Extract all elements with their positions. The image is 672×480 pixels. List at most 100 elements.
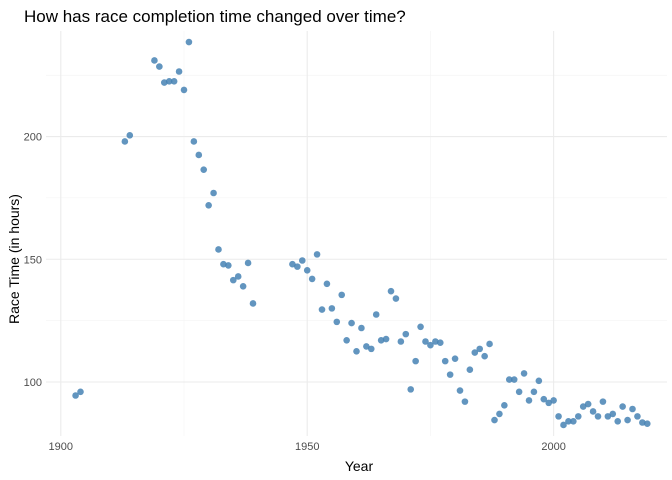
data-point bbox=[412, 357, 419, 365]
data-point bbox=[205, 201, 212, 209]
data-point bbox=[195, 151, 203, 159]
data-point bbox=[619, 403, 626, 410]
data-point bbox=[560, 421, 567, 429]
y-tick-label: 200 bbox=[24, 132, 42, 144]
data-point bbox=[294, 263, 301, 270]
data-point bbox=[422, 338, 429, 345]
data-point bbox=[318, 306, 326, 313]
x-axis-title: Year bbox=[345, 458, 374, 474]
data-point bbox=[308, 275, 316, 283]
data-point bbox=[353, 348, 360, 355]
data-point bbox=[614, 417, 622, 425]
data-point bbox=[77, 388, 84, 396]
data-point bbox=[639, 419, 646, 426]
data-points bbox=[72, 38, 651, 429]
data-point bbox=[229, 276, 237, 284]
data-point bbox=[427, 341, 434, 349]
data-point bbox=[436, 339, 444, 347]
data-point bbox=[456, 387, 464, 394]
data-point bbox=[505, 376, 513, 383]
data-point bbox=[170, 78, 178, 85]
x-tick-label: 1950 bbox=[295, 441, 319, 453]
data-point bbox=[609, 410, 617, 418]
data-point bbox=[466, 366, 474, 374]
data-point bbox=[392, 295, 400, 302]
data-point bbox=[200, 166, 208, 173]
data-point bbox=[234, 273, 242, 280]
data-point bbox=[220, 260, 227, 268]
data-point bbox=[417, 323, 424, 331]
data-point bbox=[579, 403, 587, 410]
y-tick-label: 100 bbox=[24, 377, 42, 389]
data-point bbox=[555, 413, 562, 420]
data-point bbox=[72, 392, 79, 399]
data-point bbox=[446, 371, 454, 378]
data-point bbox=[510, 376, 518, 383]
data-point bbox=[535, 377, 543, 385]
data-point bbox=[313, 251, 321, 258]
data-point bbox=[333, 318, 341, 326]
data-point bbox=[545, 399, 553, 407]
data-point bbox=[382, 335, 390, 343]
data-point bbox=[520, 370, 528, 377]
data-point bbox=[496, 410, 503, 418]
data-point bbox=[530, 388, 538, 396]
data-point bbox=[471, 349, 479, 356]
data-point bbox=[402, 330, 410, 338]
data-point bbox=[372, 311, 380, 318]
data-point bbox=[298, 257, 306, 264]
data-point bbox=[540, 395, 548, 403]
data-point bbox=[451, 355, 459, 362]
data-point bbox=[629, 405, 636, 413]
data-point bbox=[225, 262, 232, 269]
data-point bbox=[481, 352, 488, 360]
data-point bbox=[570, 417, 577, 425]
data-point bbox=[190, 138, 198, 145]
data-point bbox=[624, 416, 631, 424]
y-axis-title: Race Time (in hours) bbox=[6, 194, 22, 324]
x-tick-label: 1900 bbox=[49, 441, 73, 453]
data-point bbox=[156, 63, 163, 70]
data-point bbox=[525, 397, 533, 404]
data-point bbox=[165, 78, 173, 85]
data-point bbox=[432, 338, 439, 345]
data-point bbox=[338, 291, 346, 299]
x-tick-label: 2000 bbox=[541, 441, 565, 453]
grid bbox=[46, 31, 667, 436]
data-point bbox=[210, 189, 217, 197]
data-point bbox=[343, 336, 350, 344]
data-point bbox=[126, 132, 134, 139]
data-point bbox=[348, 319, 355, 327]
chart-title: How has race completion time changed ove… bbox=[24, 7, 406, 26]
data-point bbox=[160, 79, 168, 86]
data-point bbox=[565, 417, 572, 425]
x-axis-ticks: 1900 1950 2000 bbox=[49, 441, 566, 453]
data-point bbox=[363, 343, 370, 350]
data-point bbox=[486, 340, 493, 348]
data-point bbox=[594, 413, 602, 420]
data-point bbox=[589, 408, 597, 415]
data-point bbox=[461, 398, 469, 405]
data-point bbox=[491, 416, 498, 424]
data-point bbox=[377, 336, 385, 344]
data-point bbox=[574, 413, 582, 420]
data-point bbox=[407, 386, 415, 393]
y-axis-ticks: 100 150 200 bbox=[24, 132, 42, 389]
data-point bbox=[121, 138, 129, 145]
data-point bbox=[367, 345, 375, 353]
data-point bbox=[515, 388, 523, 396]
data-point bbox=[244, 259, 252, 267]
data-point bbox=[180, 86, 188, 94]
data-point bbox=[599, 398, 607, 405]
data-point bbox=[249, 300, 257, 307]
data-point bbox=[151, 57, 158, 64]
data-point bbox=[358, 324, 365, 332]
data-point bbox=[397, 338, 405, 345]
data-point bbox=[323, 280, 331, 288]
data-point bbox=[185, 38, 193, 46]
data-point bbox=[175, 68, 183, 75]
data-point bbox=[303, 267, 311, 274]
data-point bbox=[604, 413, 612, 420]
data-point bbox=[476, 345, 484, 353]
